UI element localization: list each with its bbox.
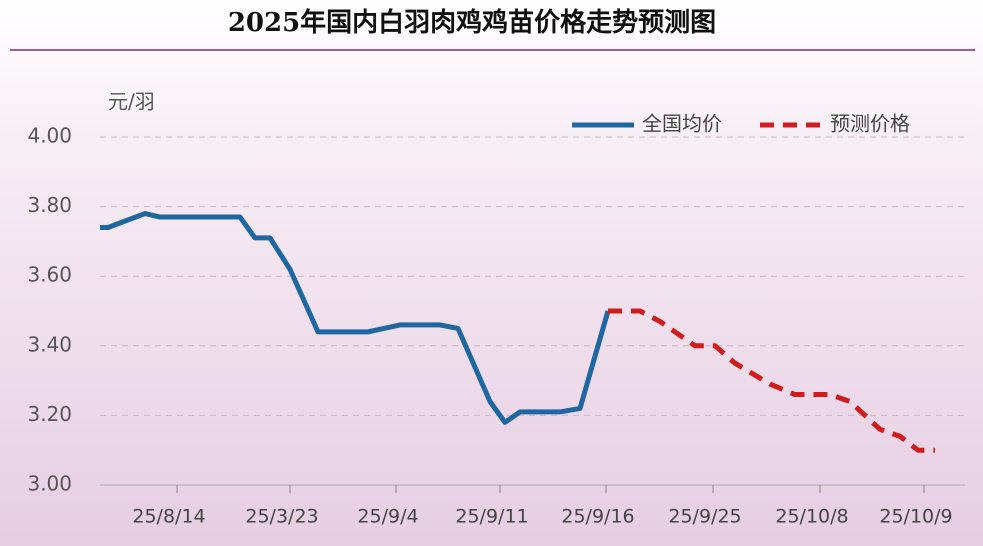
x-tick-label: 25/10/9 [879,506,952,528]
line [100,211,611,425]
chart-title: 2025年国内白羽肉鸡鸡苗价格走势预测图 [228,7,716,38]
y-tick-label: 3.00 [27,472,72,496]
x-tick-label: 25/9/25 [668,506,741,528]
y-tick-label: 3.60 [27,263,72,287]
x-tick-label: 25/9/11 [455,506,528,528]
x-tick-label: 25/8/14 [132,506,205,528]
x-tick-label: 25/9/16 [561,506,634,528]
y-axis-label: 元/羽 [108,90,155,114]
y-tick-label: 3.40 [27,332,72,356]
legend-label: 全国均价 [642,112,722,136]
y-tick-label: 4.00 [27,124,72,148]
x-tick-label: 25/10/8 [775,506,848,528]
line [608,308,935,453]
legend-label: 预测价格 [830,112,910,136]
y-tick-label: 3.20 [27,402,72,426]
x-tick-label: 25/9/4 [357,506,418,528]
y-tick-label: 3.80 [27,193,72,217]
x-tick-label: 25/3/23 [245,506,318,528]
